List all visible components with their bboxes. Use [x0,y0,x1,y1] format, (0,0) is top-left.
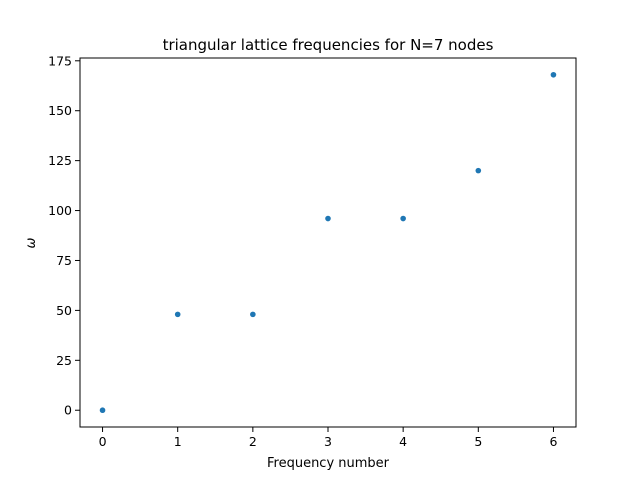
data-point [174,311,181,318]
x-tick-label: 6 [549,434,557,449]
chart-title: triangular lattice frequencies for N=7 n… [163,36,494,54]
y-tick-label: 25 [56,353,72,368]
y-tick-label: 0 [64,403,72,418]
x-tick-label: 1 [174,434,182,449]
x-tick-label: 0 [99,434,107,449]
x-tick-label: 2 [249,434,257,449]
data-point [550,71,557,78]
y-tick-label: 50 [56,303,72,318]
data-point [250,311,256,318]
y-tick-label: 125 [48,153,72,168]
plot-area: 0 1 2 3 4 5 6 0 25 50 75 100 125 150 175 [48,53,577,449]
data-point [475,167,482,174]
x-tick-label: 5 [474,434,482,449]
data-point [99,407,106,414]
x-axis-title: Frequency number [267,456,390,471]
data-point [325,215,331,222]
y-tick-label: 100 [48,203,72,218]
y-axis-title: ω [24,237,39,248]
plot-frame [79,57,577,428]
y-tick-label: 150 [48,103,72,118]
data-point [400,215,406,222]
x-tick-label: 4 [399,434,407,449]
x-tick-label: 3 [324,434,332,449]
y-tick-label: 75 [56,253,72,268]
y-tick-label: 175 [48,53,72,68]
